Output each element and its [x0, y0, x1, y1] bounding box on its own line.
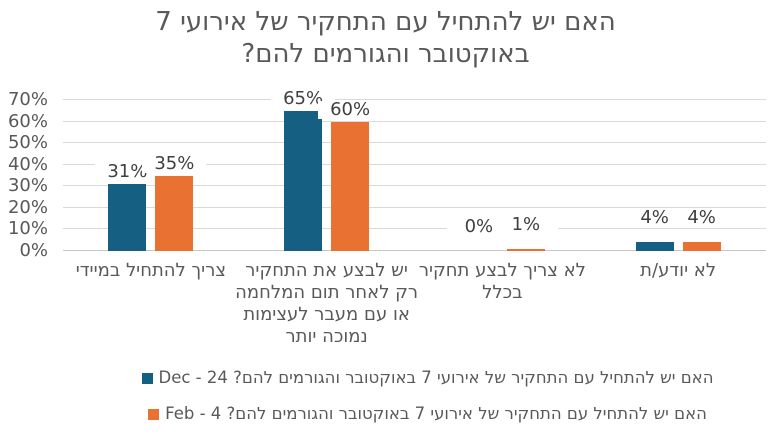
data-label: 60%: [318, 100, 383, 119]
gridline: [63, 228, 766, 230]
legend-item: האם יש להתחיל עם התחקיר של אירועי 7 באוק…: [84, 367, 771, 389]
data-label: 4%: [669, 209, 734, 228]
y-tick-label: 50%: [7, 132, 48, 154]
y-tick-label: 30%: [7, 175, 48, 197]
bar: [331, 121, 370, 251]
category-label: לא יודע/ת: [640, 260, 717, 281]
gridline: [63, 185, 766, 187]
bar: [682, 242, 721, 251]
y-tick-label: 70%: [7, 89, 48, 110]
legend-swatch-orange: [148, 408, 160, 420]
legend-label: האם יש להתחיל עם התחקיר של אירועי 7 באוק…: [165, 404, 707, 423]
plot-area: 31% 65% 0% 4% 35% 60% 1% 4%: [63, 89, 766, 251]
bar: [284, 110, 323, 251]
bar: [506, 248, 545, 251]
data-label: 35%: [142, 154, 207, 173]
y-tick-label: 0%: [19, 240, 48, 261]
legend-swatch-blue: [141, 372, 153, 384]
gridline: [63, 99, 766, 100]
category-label: יש לבצע את התחקיר רק לאחר תום המלחמה או …: [235, 260, 419, 347]
data-label: 1%: [493, 215, 558, 234]
x-axis-line: [63, 250, 766, 251]
bar: [635, 242, 674, 251]
category-label: לא צריך לבצע תחקיר בכלל: [418, 260, 586, 303]
y-tick-label: 20%: [7, 196, 48, 218]
legend-label: האם יש להתחיל עם התחקיר של אירועי 7 באוק…: [158, 368, 714, 387]
category-label: צריך להתחיל במיידי: [75, 260, 227, 281]
bar: [155, 175, 194, 251]
y-tick-label: 40%: [7, 153, 48, 175]
gridline: [63, 142, 766, 144]
gridline: [63, 120, 766, 122]
y-tick-label: 10%: [7, 218, 48, 240]
chart-title: האם יש להתחיל עם התחקיר של אירועי 7 באוק…: [155, 7, 616, 69]
y-tick-label: 60%: [7, 110, 48, 132]
bar: [108, 184, 147, 251]
gridline: [63, 206, 766, 208]
legend-item: האם יש להתחיל עם התחקיר של אירועי 7 באוק…: [84, 403, 771, 425]
gridline: [63, 163, 766, 165]
